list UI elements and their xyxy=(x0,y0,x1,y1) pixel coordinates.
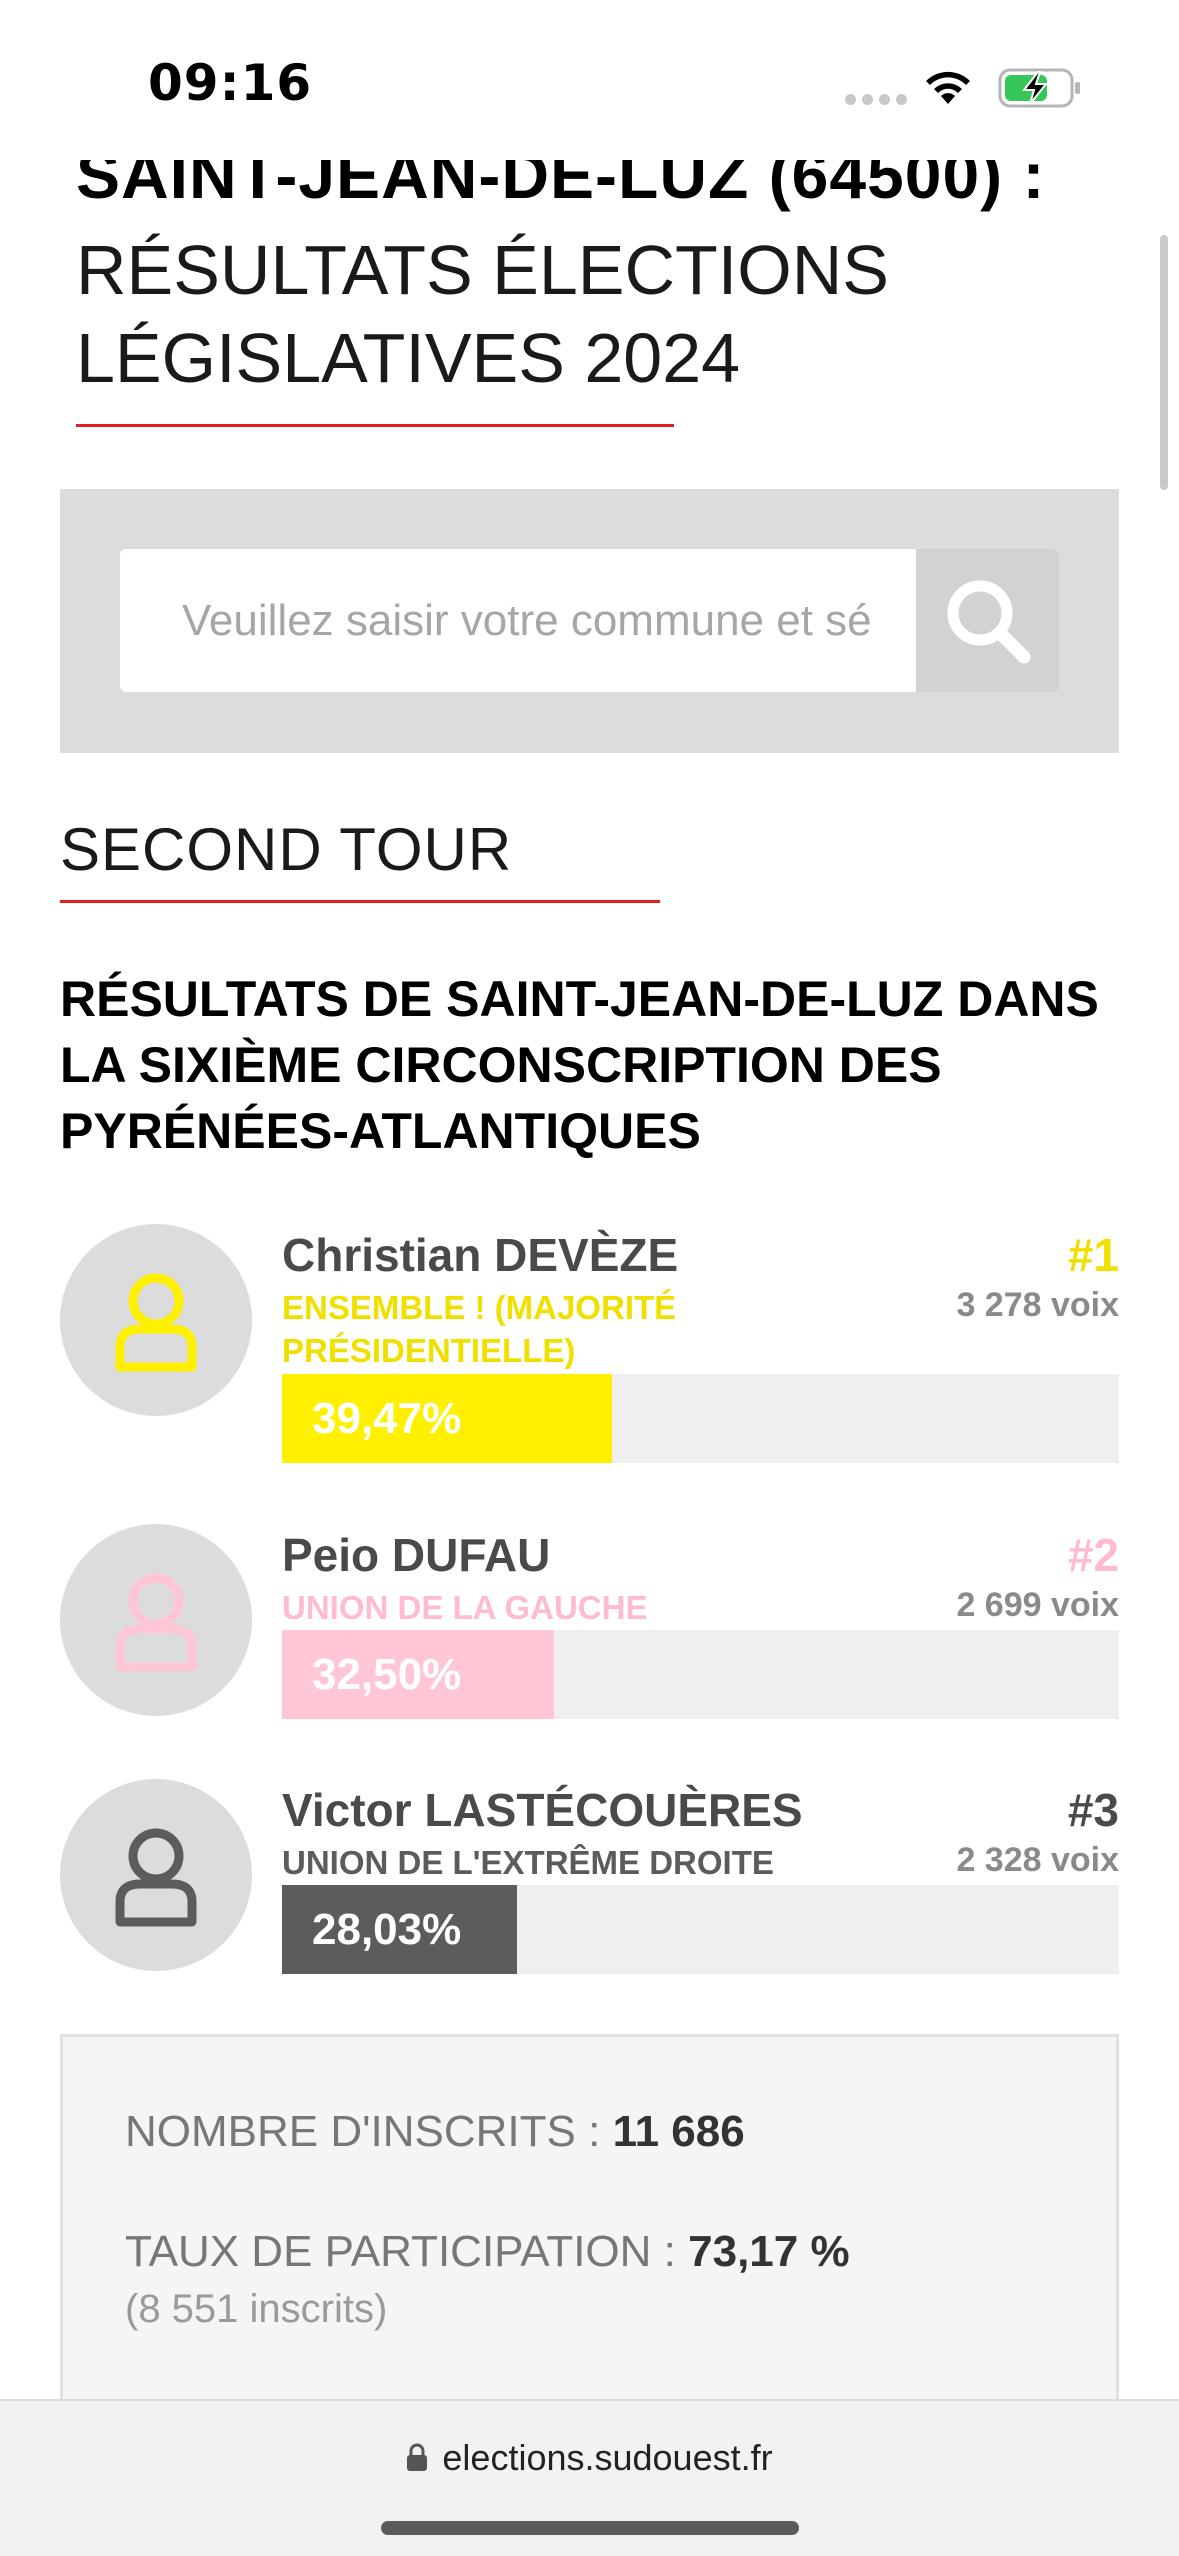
status-time: 09:16 xyxy=(148,54,313,112)
search-button[interactable] xyxy=(916,549,1059,692)
cellular-signal-icon xyxy=(845,94,907,105)
heading-underline xyxy=(76,424,674,427)
candidate-card: Victor LASTÉCOUÈRES UNION DE L'EXTRÊME D… xyxy=(60,1779,1119,1979)
avatar xyxy=(60,1524,252,1716)
candidate-rank: #2 xyxy=(1067,1529,1119,1581)
section-title: SECOND TOUR xyxy=(60,816,513,883)
scroll-indicator[interactable] xyxy=(1160,235,1168,490)
candidate-votes: 3 278 voix xyxy=(956,1286,1119,1324)
browser-address-bar[interactable]: elections.sudouest.fr xyxy=(0,2399,1179,2556)
vote-share-bar: 28,03% xyxy=(282,1885,1119,1974)
address-field[interactable]: elections.sudouest.fr xyxy=(0,2437,1179,2481)
search-panel xyxy=(60,489,1119,753)
results-title: RÉSULTATS DE SAINT-JEAN-DE-LUZ DANS LA S… xyxy=(60,971,1099,1159)
vote-share-label: 32,50% xyxy=(312,1650,462,1699)
candidate-rank: #1 xyxy=(1067,1229,1119,1281)
heading-city: SAINT-JEAN-DE-LUZ (64500) : xyxy=(76,160,1046,212)
turnout-rate-label: TAUX DE PARTICIPATION : xyxy=(125,2227,676,2276)
registered-voters-value: 11 686 xyxy=(612,2107,745,2156)
vote-share-fill xyxy=(282,1630,555,1719)
turnout-rate: TAUX DE PARTICIPATION : 73,17 % xyxy=(125,2227,850,2277)
registered-voters-label: NOMBRE D'INSCRITS : xyxy=(125,2107,601,2156)
turnout-voters-count: (8 551 inscrits) xyxy=(125,2287,388,2331)
candidate-party: UNION DE L'EXTRÊME DROITE xyxy=(282,1844,774,1881)
candidate-rank: #3 xyxy=(1067,1784,1119,1836)
url-text: elections.sudouest.fr xyxy=(442,2437,773,2478)
candidate-votes: 2 699 voix xyxy=(956,1586,1119,1624)
vote-share-fill xyxy=(282,1374,613,1463)
home-indicator[interactable] xyxy=(381,2521,799,2535)
section-underline xyxy=(60,900,660,903)
vote-share-bar: 39,47% xyxy=(282,1374,1119,1463)
person-icon xyxy=(115,1573,197,1672)
candidate-name: Christian DEVÈZE xyxy=(282,1229,679,1281)
vote-share-fill xyxy=(282,1885,517,1974)
vote-share-label: 39,47% xyxy=(312,1394,462,1443)
candidate-name: Peio DUFAU xyxy=(282,1529,551,1581)
avatar xyxy=(60,1779,252,1971)
candidate-name: Victor LASTÉCOUÈRES xyxy=(282,1784,803,1836)
candidate-party: ENSEMBLE ! (MAJORITÉ PRÉSIDENTIELLE) xyxy=(282,1289,677,1369)
person-icon xyxy=(115,1828,197,1927)
search-icon xyxy=(947,580,1030,663)
lock-icon xyxy=(406,2439,428,2481)
heading-line-2: LÉGISLATIVES 2024 xyxy=(76,319,741,397)
heading-line-1: RÉSULTATS ÉLECTIONS xyxy=(76,231,889,309)
page-heading: SAINT-JEAN-DE-LUZ (64500) : RÉSULTATS ÉL… xyxy=(0,160,1179,420)
person-icon xyxy=(115,1273,197,1372)
avatar xyxy=(60,1224,252,1416)
candidate-party: UNION DE LA GAUCHE xyxy=(282,1589,648,1626)
wifi-icon xyxy=(926,71,970,104)
candidate-votes: 2 328 voix xyxy=(956,1841,1119,1879)
vote-share-label: 28,03% xyxy=(312,1905,462,1954)
registered-voters: NOMBRE D'INSCRITS : 11 686 xyxy=(125,2107,745,2157)
status-bar: 09:16 xyxy=(0,0,1179,160)
vote-share-bar: 32,50% xyxy=(282,1630,1119,1719)
battery-charging-icon xyxy=(998,68,1080,108)
turnout-rate-value: 73,17 % xyxy=(688,2227,850,2276)
candidate-card: Christian DEVÈZE ENSEMBLE ! (MAJORITÉ PR… xyxy=(60,1224,1119,1464)
search-input[interactable] xyxy=(120,549,916,692)
candidate-card: Peio DUFAU UNION DE LA GAUCHE #2 2 699 v… xyxy=(60,1524,1119,1724)
